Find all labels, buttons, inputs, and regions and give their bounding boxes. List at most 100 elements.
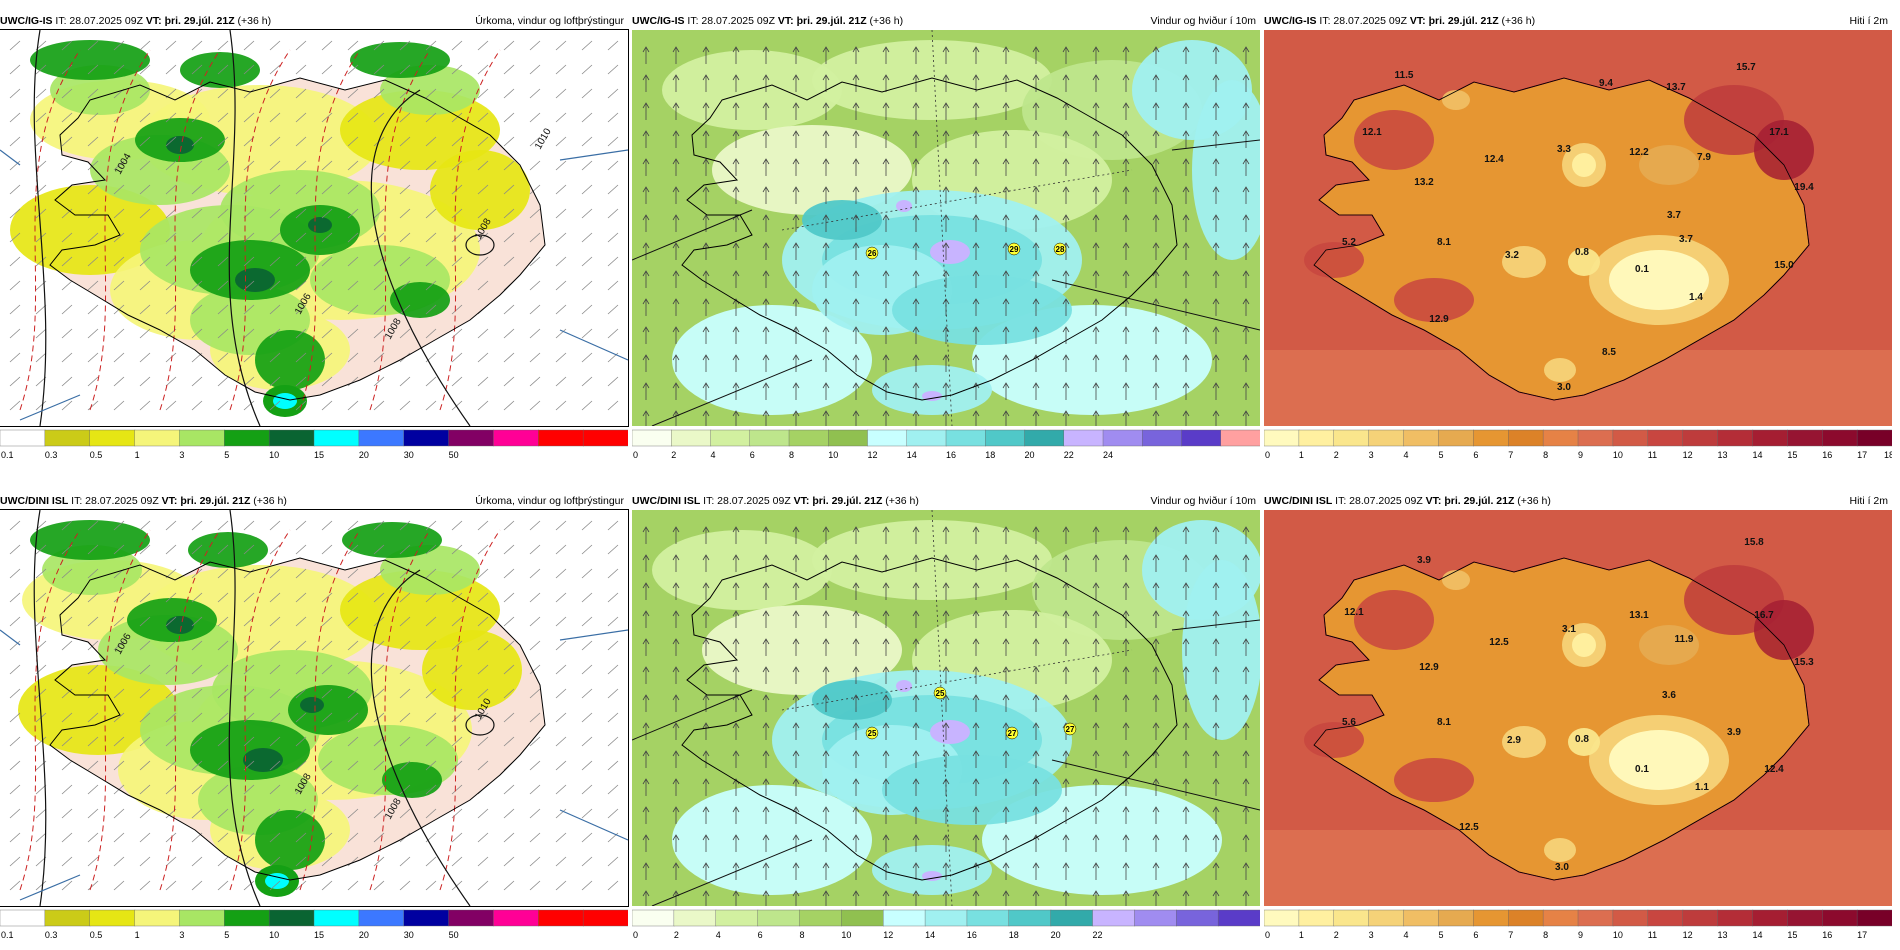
valid-time: þri. 29.júl. 21Z [796,15,867,27]
panel-header: UWC/DINI ISL IT: 28.07.2025 09Z VT: þri.… [632,494,1260,508]
temperature-label: 12.4 [1484,154,1504,165]
issue-time: IT: 28.07.2025 09Z [55,15,143,27]
temperature-label: 8.1 [1437,717,1451,728]
colorbar-swatch [493,909,539,927]
panel-dini-wind: UWC/DINI ISL IT: 28.07.2025 09Z VT: þri.… [631,494,1261,946]
colorbar-swatch [1612,429,1649,447]
colorbar-tick-label: 12 [883,930,893,940]
colorbar-tick-label: 50 [449,930,459,940]
temperature-label: 19.4 [1794,182,1814,193]
colorbar-swatch [1717,909,1754,927]
colorbar-swatch [1217,909,1261,927]
colorbar-tick-label: 18 [1009,930,1019,940]
colorbar-swatch [448,429,495,447]
temperature-label: 0.8 [1575,247,1589,258]
colorbar-swatch [673,909,717,927]
panel-title: Úrkoma, vindur og loftþrýstingur [475,15,624,27]
colorbar: 0 1 2 3 4 5 6 7 8 9 10 11 12 13 14 15 16 17 18 [1263,428,1894,464]
temperature-label: 15.0 [1774,260,1794,271]
temperature-label: 12.4 [1764,764,1784,775]
colorbar-swatch [179,909,225,927]
valid-label: VT: [1425,495,1442,507]
wind-map-svg[interactable]: 26 29 28 [632,30,1260,426]
colorbar-tick-label: 0 [633,450,638,460]
temperature-label: 3.3 [1557,144,1571,155]
map-area[interactable]: 3.9 15.8 12.1 13.1 16.7 12.5 3.1 11.9 12.9 15.3 3.… [1264,510,1892,906]
colorbar-tick-label: 8 [1543,930,1548,940]
colorbar-tick-label: 8 [789,450,794,460]
colorbar-swatch [1473,429,1509,447]
colorbar-swatch [631,909,675,927]
colorbar-swatch [882,909,926,927]
colorbar-swatch [1008,909,1052,927]
temperature-label: 3.2 [1505,250,1519,261]
map-area[interactable]: 1004 1006 1008 1008 1010 [0,29,629,427]
colorbar-tick-label: 4 [716,930,721,940]
colorbar-tick-label: 4 [1404,930,1409,940]
colorbar-tick-label: 14 [925,930,935,940]
map-area[interactable]: 25 25 27 27 [632,510,1260,906]
colorbar-tick-label: 9 [1578,450,1583,460]
colorbar-swatch [1368,909,1405,927]
lead-time: (+36 h) [869,15,904,27]
colorbar-swatch [828,429,869,447]
issue-time: IT: 28.07.2025 09Z [1319,15,1407,27]
colorbar-swatch [985,429,1026,447]
temperature-label: 3.9 [1417,555,1431,566]
colorbar-tick-label: 0.5 [90,450,103,460]
colorbar-swatch [538,909,584,927]
colorbar-tick-label: 10 [1613,930,1623,940]
colorbar-tick-label: 3 [179,450,184,460]
colorbar-tick-label: 5 [224,450,229,460]
colorbar-tick-label: 0.3 [45,930,58,940]
panel-title: Hiti í 2m [1849,495,1888,507]
colorbar-tick-label: 5 [224,930,229,940]
colorbar-swatch [1333,429,1370,447]
gust-label: 29 [1010,245,1019,254]
colorbar-tick-label: 12 [1683,930,1693,940]
temperature-label: 13.2 [1414,177,1434,188]
temperature-label: 3.1 [1562,624,1576,635]
gust-label: 25 [868,729,877,738]
wind-map-svg[interactable]: 25 25 27 27 [632,510,1260,906]
temp-map-svg[interactable]: 11.5 9.4 13.7 15.7 12.1 12.4 3.3 12.2 7.9 17.1 13.… [1264,30,1892,426]
temperature-label: 12.9 [1429,314,1449,325]
issue-time: IT: 28.07.2025 09Z [703,495,791,507]
colorbar-tick-label: 20 [359,930,369,940]
colorbar-swatch [1142,429,1183,447]
colorbar-swatch [538,429,584,447]
map-area[interactable]: 26 29 28 [632,30,1260,426]
model-name: UWC/DINI ISL [0,495,69,507]
map-area[interactable]: 11.5 9.4 13.7 15.7 12.1 12.4 3.3 12.2 7.9 17.1 13.… [1264,30,1892,426]
colorbar-swatch [1542,909,1579,927]
colorbar-swatch [1577,429,1614,447]
colorbar-swatch [448,909,495,927]
panel-header: UWC/DINI ISL IT: 28.07.2025 09Z VT: þri.… [0,494,628,508]
colorbar-tick-label: 11 [1648,450,1657,460]
colorbar-tick-label: 20 [1051,930,1061,940]
map-area[interactable]: 1006 1008 1008 1010 [0,509,629,907]
colorbar-swatch [799,909,843,927]
colorbar-swatch [924,909,968,927]
colorbar-tick-label: 8 [1543,450,1548,460]
model-name: UWC/DINI ISL [632,495,701,507]
colorbar-swatch [1438,909,1475,927]
colorbar-tick-label: 14 [1752,930,1762,940]
colorbar-swatch [1263,909,1300,927]
colorbar-tick-label: 2 [1334,930,1339,940]
colorbar-tick-label: 0.1 [1,450,14,460]
issue-time: IT: 28.07.2025 09Z [687,15,775,27]
colorbar-swatch [1298,429,1335,447]
colorbar-swatch [268,909,315,927]
temp-map-svg[interactable]: 3.9 15.8 12.1 13.1 16.7 12.5 3.1 11.9 12.9 15.3 3.… [1264,510,1892,906]
temperature-label: 3.0 [1555,862,1569,873]
model-name: UWC/IG-IS [632,15,685,27]
colorbar-tick-label: 2 [1334,450,1339,460]
temperature-label: 15.7 [1736,62,1756,73]
colorbar-tick-label: 24 [1103,450,1113,460]
colorbar-tick-label: 1 [1299,930,1304,940]
colorbar-tick-label: 15 [314,930,324,940]
colorbar-tick-label: 30 [404,930,414,940]
